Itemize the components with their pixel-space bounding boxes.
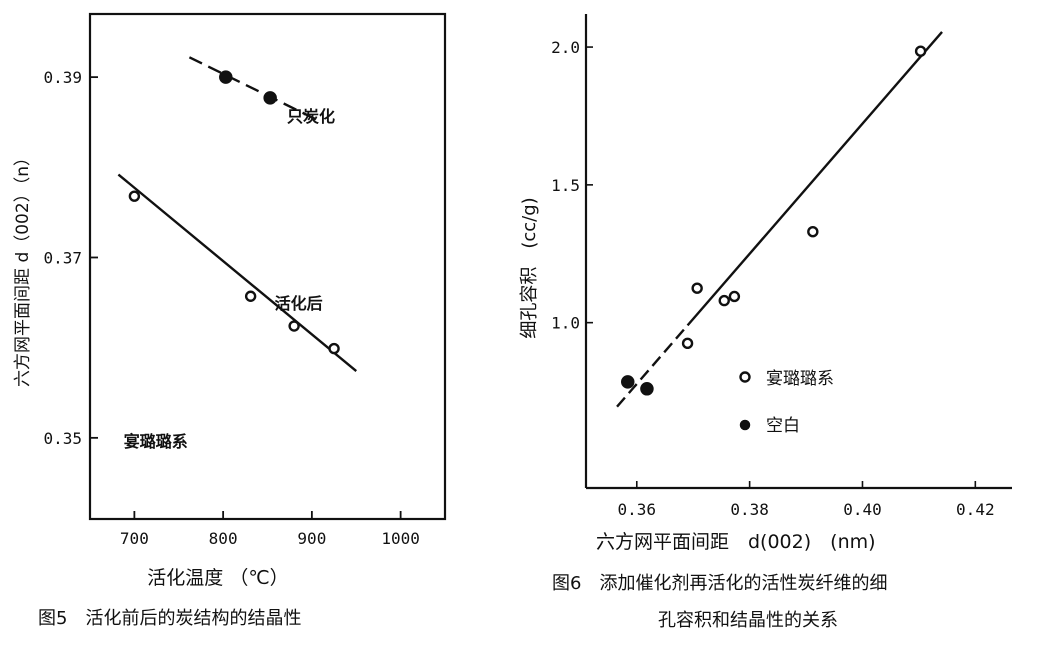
fig6-x-ticks: 0.36 0.38 0.40 0.42 [618, 481, 995, 519]
fig6-x-tick-label: 0.36 [618, 500, 657, 519]
fig6-legend: 宴璐璐系 空白 [739, 369, 834, 436]
fig6-data-points [621, 45, 927, 396]
fig5-data-points [128, 70, 340, 355]
figure-6: 0.36 0.38 0.40 0.42 1.0 1.5 2.0 宴璐璐系 空白 六方网平面… [519, 14, 1012, 631]
fig6-y-tick-label: 2.0 [551, 38, 580, 57]
fig5-trend-lines [117, 56, 358, 373]
fig5-point-open [244, 290, 257, 302]
fig6-point-open [807, 226, 819, 238]
legend-filled-marker [739, 419, 751, 431]
fig5-point-filled [263, 91, 277, 105]
fig5-point-open [328, 342, 340, 355]
fig5-y-axis-label: 六方网平面间距 d（002）（n） [13, 149, 33, 387]
fig6-point-open [718, 294, 730, 307]
fig5-y-tick-label: 0.37 [43, 248, 82, 267]
fig6-trend-line [616, 31, 943, 408]
fig5-annotation: 活化后 [275, 294, 323, 313]
fig5-x-tick-label: 700 [120, 529, 149, 548]
legend-open-marker [739, 371, 751, 383]
fig5-x-tick-label: 800 [209, 529, 238, 548]
fig5-annotation: 只炭化 [287, 107, 335, 126]
fig6-y-ticks: 1.0 1.5 2.0 [551, 38, 593, 333]
fig6-point-open [681, 337, 694, 350]
fig6-y-tick-label: 1.0 [551, 314, 580, 333]
fig5-x-axis-label: 活化温度 （℃） [147, 567, 288, 589]
fig6-point-filled [621, 375, 635, 389]
fig6-trend-line-solid [686, 31, 943, 327]
fig5-y-tick-label: 0.39 [43, 68, 82, 87]
fig6-caption-line-1: 图6 添加催化剂再活化的活性炭纤维的细 [552, 573, 887, 594]
fig6-x-axis-label: 六方网平面间距 d(002) (nm) [596, 531, 876, 553]
fig5-x-tick-label: 1000 [381, 529, 420, 548]
fig5-point-filled [219, 70, 233, 84]
fig6-y-tick-label: 1.5 [551, 176, 580, 195]
fig6-y-axis-label: 细孔容积 (cc/g) [519, 197, 540, 338]
fig5-annotation: 宴璐璐系 [124, 432, 188, 451]
legend-label-open: 宴璐璐系 [766, 369, 834, 389]
fig5-plot-frame [88, 12, 447, 521]
fig5-caption: 图5 活化前后的炭结构的结晶性 [38, 608, 301, 629]
legend-label-filled: 空白 [766, 416, 800, 436]
fig6-x-tick-label: 0.42 [956, 500, 995, 519]
fig6-caption-line-2: 孔容积和结晶性的关系 [658, 610, 838, 631]
fig6-x-tick-label: 0.40 [843, 500, 882, 519]
fig5-point-open [128, 190, 141, 202]
fig6-point-open [728, 290, 741, 303]
fig5-trend-line-1 [188, 56, 317, 121]
fig6-point-open [691, 282, 703, 294]
fig5-point-open [288, 320, 300, 332]
fig5-y-tick-label: 0.35 [43, 429, 82, 448]
fig6-point-filled [640, 382, 654, 396]
fig6-point-open [914, 45, 927, 57]
fig5-x-tick-label: 900 [297, 529, 326, 548]
fig5-x-ticks: 700 800 900 1000 [120, 511, 420, 548]
fig6-x-tick-label: 0.38 [730, 500, 769, 519]
fig5-trend-line-2 [117, 173, 358, 373]
fig5-y-ticks: 0.35 0.37 0.39 [43, 68, 98, 448]
fig6-trend-line-dashed [616, 324, 689, 408]
